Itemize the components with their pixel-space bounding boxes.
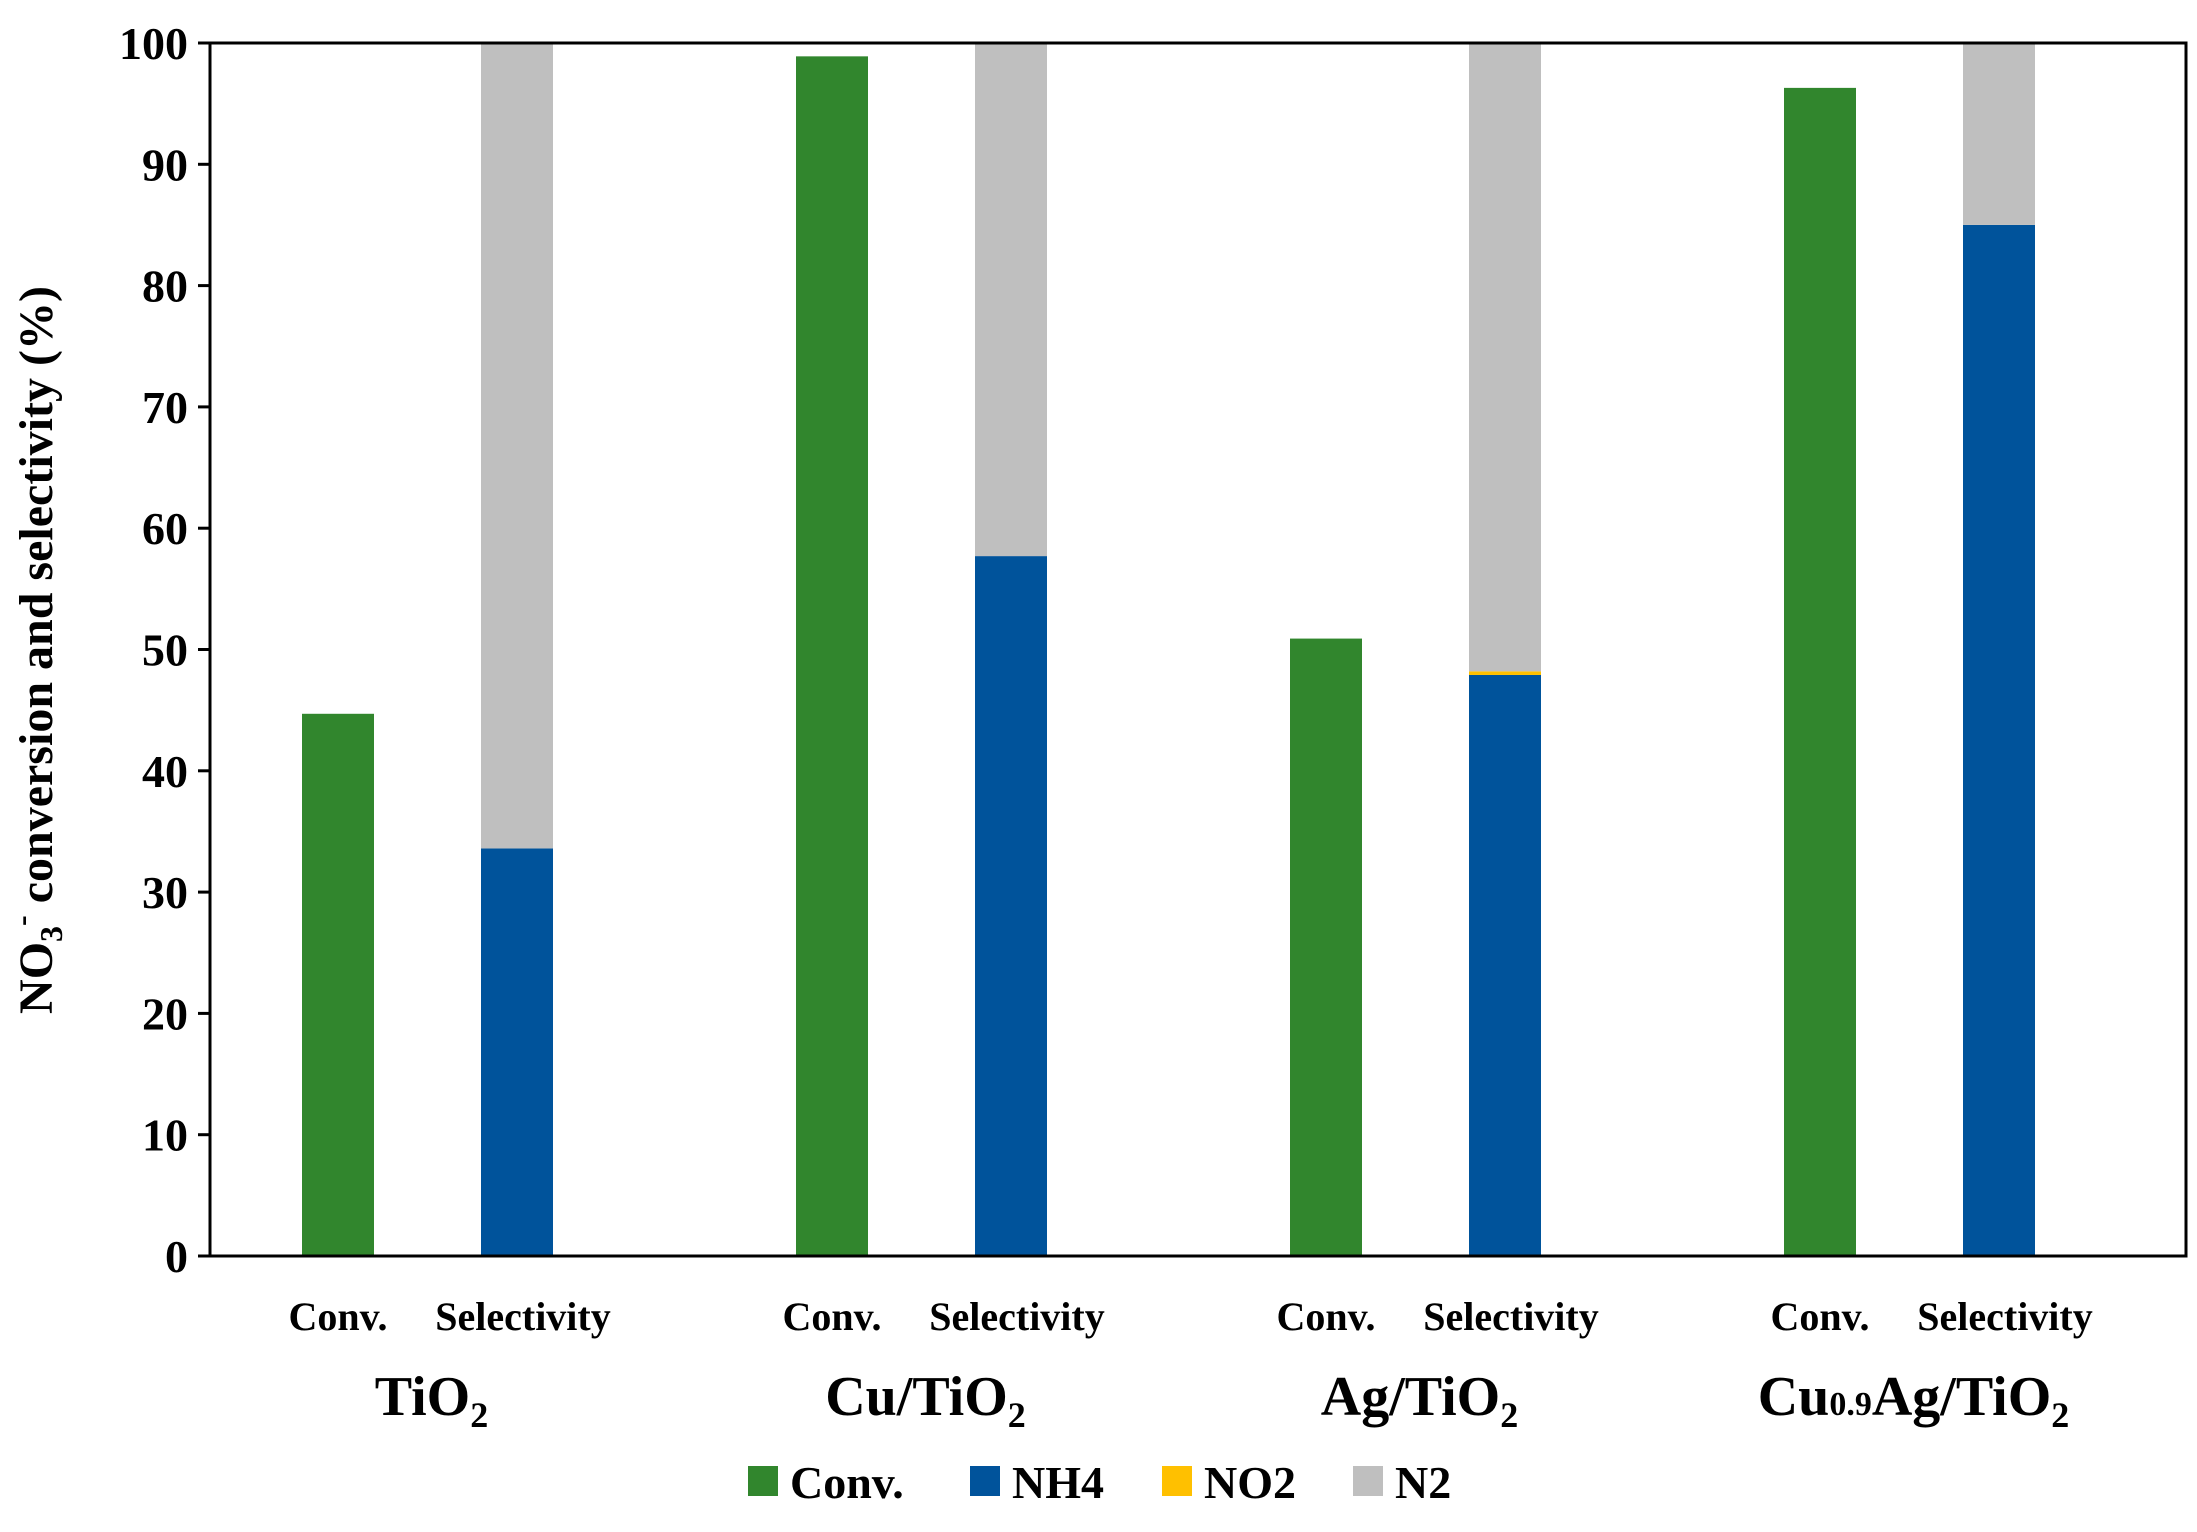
- y-axis-label-rest: conversion and selectivity (%): [10, 286, 63, 915]
- y-tick-label: 80: [142, 261, 188, 312]
- bar-conv-cu-tio2: [796, 56, 868, 1256]
- bar-sel-n2-ag-tio2: [1469, 43, 1541, 672]
- legend-label: N2: [1395, 1457, 1451, 1508]
- x-group-label-tio2: TiO2: [375, 1366, 488, 1435]
- x-sublabel-selectivity: Selectivity: [435, 1294, 611, 1339]
- legend-label: NH4: [1012, 1457, 1104, 1508]
- y-tick-label: 50: [142, 625, 188, 676]
- y-tick-label: 60: [142, 503, 188, 554]
- x-group-label-ag-tio2: Ag/TiO2: [1321, 1366, 1518, 1435]
- group-label-prefix: Cu: [1758, 1366, 1830, 1428]
- x-group-label-cu0-9ag-tio2: Cu0.9Ag/TiO2: [1758, 1366, 2070, 1435]
- legend-swatch-n2: [1353, 1466, 1383, 1496]
- bar-sel-nh4-cu0-9ag-tio2: [1963, 224, 2035, 1257]
- x-group-label-cu-tio2: Cu/TiO2: [825, 1366, 1026, 1435]
- y-axis-label: NO3- conversion and selectivity (%): [3, 286, 69, 1014]
- group-label-subscript: 2: [1500, 1395, 1518, 1435]
- bar-sel-nh4-cu-tio2: [975, 556, 1047, 1256]
- y-tick-label: 0: [165, 1231, 188, 1282]
- y-axis-label-sup: -: [3, 915, 39, 926]
- bars-layer: [302, 43, 2035, 1257]
- x-sublabel-selectivity: Selectivity: [1917, 1294, 2093, 1339]
- legend-label: NO2: [1204, 1457, 1296, 1508]
- group-label-base: Cu/TiO: [825, 1366, 1008, 1428]
- legend-label: Conv.: [790, 1457, 904, 1508]
- x-sublabel-conv: Conv.: [783, 1294, 882, 1339]
- group-label-base: Ag/TiO: [1321, 1366, 1500, 1428]
- bar-conv-ag-tio2: [1290, 638, 1362, 1256]
- bar-sel-n2-tio2: [481, 43, 553, 849]
- legend-swatch-nh4: [970, 1466, 1000, 1496]
- legend: Conv. NH4 NO2 N2: [748, 1457, 1451, 1508]
- y-axis-label-main: NO: [10, 942, 63, 1014]
- y-tick-label: 30: [142, 867, 188, 918]
- y-tick-label: 40: [142, 746, 188, 797]
- legend-swatch-conv: [748, 1466, 778, 1496]
- x-sublabel-conv: Conv.: [1277, 1294, 1376, 1339]
- x-sublabel-conv: Conv.: [1771, 1294, 1870, 1339]
- group-label-subscript: 2: [470, 1395, 488, 1435]
- y-tick-label: 10: [142, 1110, 188, 1161]
- group-label-subscript: 2: [1008, 1395, 1026, 1435]
- bar-sel-no2-ag-tio2: [1469, 671, 1541, 675]
- bar-sel-nh4-ag-tio2: [1469, 674, 1541, 1256]
- group-label-small: 0.9: [1829, 1386, 1872, 1423]
- group-label-base: Ag/TiO: [1872, 1366, 2051, 1428]
- y-axis-label-sub: 3: [33, 926, 69, 942]
- group-label-subscript: 2: [2051, 1395, 2069, 1435]
- x-sublabel-selectivity: Selectivity: [929, 1294, 1105, 1339]
- y-axis: 0 10 20 30 40 50 60 70 80 90 100: [119, 18, 210, 1282]
- bar-sel-nh4-tio2: [481, 848, 553, 1256]
- y-tick-label: 90: [142, 139, 188, 190]
- y-tick-label: 100: [119, 18, 188, 69]
- bar-sel-n2-cu0-9ag-tio2: [1963, 43, 2035, 225]
- bar-conv-cu0-9ag-tio2: [1784, 87, 1856, 1257]
- group-label-base: TiO: [375, 1366, 470, 1428]
- y-tick-label: 20: [142, 988, 188, 1039]
- x-sublabel-conv: Conv.: [289, 1294, 388, 1339]
- bar-sel-n2-cu-tio2: [975, 43, 1047, 557]
- y-tick-label: 70: [142, 382, 188, 433]
- x-sublabel-selectivity: Selectivity: [1423, 1294, 1599, 1339]
- bar-conv-tio2: [302, 713, 374, 1256]
- legend-swatch-no2: [1162, 1466, 1192, 1496]
